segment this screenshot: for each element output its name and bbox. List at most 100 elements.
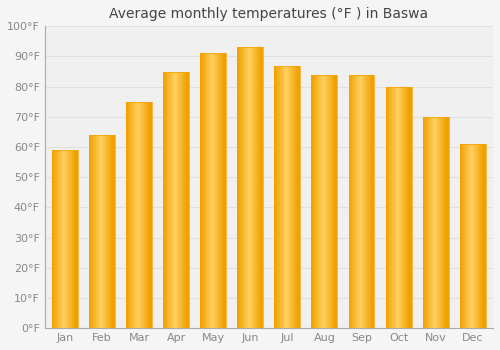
Bar <box>175 71 176 328</box>
Bar <box>349 75 350 328</box>
Bar <box>97 135 98 328</box>
Bar <box>247 47 248 328</box>
Bar <box>58 150 59 328</box>
Bar <box>218 54 219 328</box>
Bar <box>59 150 60 328</box>
Bar <box>132 102 134 328</box>
Bar <box>144 102 145 328</box>
Bar <box>256 47 257 328</box>
Bar <box>461 144 462 328</box>
Bar <box>409 87 410 328</box>
Bar <box>356 75 357 328</box>
Bar <box>138 102 139 328</box>
Bar <box>390 87 391 328</box>
Bar <box>184 71 186 328</box>
Bar <box>335 75 336 328</box>
Bar <box>89 135 90 328</box>
Bar <box>478 144 479 328</box>
Bar <box>186 71 188 328</box>
Bar <box>68 150 69 328</box>
Bar <box>359 75 360 328</box>
Bar <box>173 71 174 328</box>
Bar <box>336 75 337 328</box>
Bar <box>370 75 371 328</box>
Bar <box>334 75 335 328</box>
Bar <box>351 75 352 328</box>
Bar <box>188 71 189 328</box>
Bar <box>481 144 482 328</box>
Bar <box>207 54 208 328</box>
Bar <box>436 117 437 328</box>
Bar <box>174 71 175 328</box>
Bar <box>92 135 93 328</box>
Bar <box>101 135 102 328</box>
Bar <box>254 47 255 328</box>
Bar <box>216 54 217 328</box>
Bar <box>238 47 264 328</box>
Bar <box>394 87 396 328</box>
Bar <box>67 150 68 328</box>
Bar <box>134 102 136 328</box>
Bar <box>466 144 467 328</box>
Bar <box>255 47 256 328</box>
Bar <box>474 144 476 328</box>
Bar <box>485 144 486 328</box>
Bar <box>248 47 249 328</box>
Bar <box>352 75 353 328</box>
Bar <box>401 87 402 328</box>
Bar <box>214 54 215 328</box>
Bar <box>253 47 254 328</box>
Bar <box>74 150 75 328</box>
Bar <box>427 117 428 328</box>
Bar <box>259 47 260 328</box>
Bar <box>294 65 295 328</box>
Bar <box>362 75 363 328</box>
Bar <box>201 54 202 328</box>
Bar <box>164 71 165 328</box>
Bar <box>126 102 152 328</box>
Bar <box>208 54 210 328</box>
Bar <box>386 87 387 328</box>
Bar <box>286 65 288 328</box>
Bar <box>146 102 147 328</box>
Bar <box>425 117 426 328</box>
Bar <box>100 135 101 328</box>
Bar <box>391 87 392 328</box>
Bar <box>424 117 425 328</box>
Bar <box>114 135 115 328</box>
Bar <box>467 144 468 328</box>
Bar <box>441 117 442 328</box>
Bar <box>327 75 328 328</box>
Bar <box>172 71 173 328</box>
Bar <box>402 87 403 328</box>
Bar <box>437 117 438 328</box>
Bar <box>277 65 278 328</box>
Bar <box>136 102 137 328</box>
Bar <box>243 47 244 328</box>
Bar <box>66 150 67 328</box>
Bar <box>164 71 189 328</box>
Bar <box>371 75 372 328</box>
Bar <box>372 75 373 328</box>
Bar <box>479 144 480 328</box>
Bar <box>323 75 324 328</box>
Bar <box>332 75 333 328</box>
Bar <box>442 117 443 328</box>
Bar <box>446 117 448 328</box>
Bar <box>337 75 338 328</box>
Bar <box>70 150 71 328</box>
Bar <box>295 65 296 328</box>
Bar <box>260 47 262 328</box>
Bar <box>318 75 320 328</box>
Bar <box>299 65 300 328</box>
Bar <box>403 87 404 328</box>
Bar <box>361 75 362 328</box>
Bar <box>206 54 207 328</box>
Bar <box>405 87 406 328</box>
Bar <box>244 47 245 328</box>
Bar <box>350 75 351 328</box>
Bar <box>141 102 142 328</box>
Bar <box>238 47 240 328</box>
Bar <box>353 75 354 328</box>
Bar <box>348 75 374 328</box>
